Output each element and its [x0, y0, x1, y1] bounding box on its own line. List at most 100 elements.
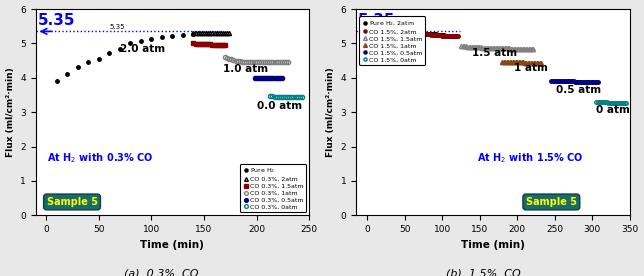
CO 0.3%, 0atm	[294, 96, 301, 99]
CO 1.5%, 2atm	[406, 32, 414, 35]
CO 1.5%, 1.5atm	[490, 46, 498, 50]
CO 1.5%, 2atm	[433, 33, 441, 37]
CO 0.3%, 1atm	[234, 59, 242, 63]
CO 0.3%, 1atm	[263, 61, 271, 64]
CO 1.5%, 1atm	[527, 61, 535, 64]
CO 0.3%, 1.5atm	[211, 43, 218, 46]
CO 0.3%, 0atm	[281, 96, 289, 99]
Pure H$_2$	[147, 37, 155, 40]
CO 1.5%, 1.5atm	[472, 46, 480, 49]
CO 0.3%, 2atm	[217, 31, 225, 35]
Pure H$_2$	[158, 36, 166, 39]
CO 1.5%, 1atm	[512, 61, 520, 64]
CO 0.3%, 1.5atm	[200, 43, 208, 46]
Line: CO 1.5%, 0atm: CO 1.5%, 0atm	[594, 100, 628, 104]
X-axis label: Time (min): Time (min)	[140, 240, 204, 250]
CO 0.3%, 1.5atm	[189, 42, 197, 45]
CO 0.3%, 1atm	[282, 61, 290, 64]
CO 1.5%, 1atm	[503, 60, 511, 64]
CO 1.5%, 1.5atm	[495, 47, 502, 50]
CO 1.5%, 1.5atm	[484, 46, 492, 49]
Pure H$_2$	[116, 47, 124, 50]
CO 0.3%, 1atm	[280, 61, 288, 64]
Text: 5.35: 5.35	[357, 12, 395, 28]
CO 0.3%, 2atm	[209, 31, 216, 35]
CO 1.5%, 0atm	[609, 101, 616, 104]
CO 0.3%, 1atm	[225, 57, 233, 60]
CO 1.5%, 0.5atm	[561, 79, 569, 83]
CO 0.3%, 1atm	[230, 58, 238, 62]
CO 1.5%, 0.5atm	[562, 79, 570, 83]
CO 0.3%, 1.5atm	[215, 43, 223, 46]
CO 1.5%, 0atm	[618, 101, 625, 104]
CO 1.5%, 1.5atm	[483, 46, 491, 49]
CO 1.5%, 0.5atm	[553, 79, 561, 83]
CO 1.5%, 2atm	[420, 33, 428, 36]
CO 1.5%, 2atm	[444, 34, 451, 38]
CO 1.5%, 2atm	[453, 34, 460, 38]
CO 1.5%, 1.5atm	[502, 47, 510, 50]
CO 0.3%, 0.5atm	[257, 76, 265, 79]
CO 0.3%, 1atm	[223, 56, 231, 60]
CO 0.3%, 0atm	[285, 96, 293, 99]
CO 0.3%, 0.5atm	[265, 76, 273, 79]
CO 1.5%, 0.5atm	[559, 79, 567, 83]
Text: 1.0 atm: 1.0 atm	[223, 63, 268, 74]
CO 1.5%, 1atm	[511, 61, 518, 64]
CO 0.3%, 2atm	[194, 32, 202, 35]
CO 1.5%, 1.5atm	[466, 45, 474, 48]
CO 0.3%, 1.5atm	[202, 43, 210, 46]
CO 1.5%, 1.5atm	[465, 45, 473, 48]
CO 0.3%, 1atm	[242, 60, 250, 64]
CO 0.3%, 2atm	[202, 32, 210, 35]
CO 0.3%, 0atm	[283, 96, 291, 99]
Line: CO 0.3%, 2atm: CO 0.3%, 2atm	[191, 31, 231, 36]
CO 1.5%, 1.5atm	[492, 46, 500, 50]
CO 0.3%, 1atm	[227, 58, 235, 61]
CO 0.3%, 2atm	[196, 32, 204, 35]
CO 1.5%, 1.5atm	[519, 47, 527, 50]
CO 0.3%, 0.5atm	[270, 76, 278, 79]
CO 1.5%, 0.5atm	[565, 79, 573, 83]
Line: CO 0.3%, 1.5atm: CO 0.3%, 1.5atm	[191, 41, 227, 47]
CO 1.5%, 1.5atm	[499, 47, 507, 50]
CO 0.3%, 0atm	[292, 96, 299, 99]
CO 1.5%, 2atm	[424, 33, 432, 36]
CO 0.3%, 2atm	[221, 31, 229, 35]
CO 1.5%, 1.5atm	[457, 44, 465, 47]
CO 0.3%, 1atm	[252, 61, 260, 64]
CO 1.5%, 1atm	[530, 61, 538, 64]
CO 1.5%, 2atm	[440, 34, 448, 37]
CO 1.5%, 0.5atm	[588, 80, 596, 83]
CO 1.5%, 1atm	[524, 61, 532, 64]
CO 1.5%, 1atm	[513, 61, 521, 64]
Text: 5.35: 5.35	[393, 24, 409, 30]
CO 1.5%, 1.5atm	[468, 45, 475, 49]
Text: 1 atm: 1 atm	[514, 63, 547, 73]
CO 0.3%, 0atm	[287, 96, 295, 99]
CO 1.5%, 1atm	[536, 61, 544, 64]
CO 1.5%, 2atm	[436, 33, 444, 37]
CO 1.5%, 0atm	[604, 101, 612, 104]
CO 0.3%, 1.5atm	[198, 43, 205, 46]
Y-axis label: Flux (ml/cm²·min): Flux (ml/cm²·min)	[326, 67, 335, 157]
CO 1.5%, 1atm	[500, 60, 507, 63]
CO 1.5%, 1.5atm	[515, 47, 522, 50]
CO 1.5%, 2atm	[411, 32, 419, 35]
CO 0.3%, 1atm	[276, 61, 283, 64]
CO 1.5%, 0atm	[615, 101, 623, 104]
CO 1.5%, 0.5atm	[586, 80, 594, 83]
CO 1.5%, 2atm	[417, 33, 424, 36]
CO 1.5%, 0.5atm	[589, 80, 597, 83]
CO 0.3%, 1atm	[236, 60, 243, 63]
CO 1.5%, 2atm	[408, 32, 415, 35]
CO 1.5%, 0.5atm	[594, 80, 601, 83]
Text: 5.35: 5.35	[109, 24, 125, 30]
CO 1.5%, 0atm	[603, 100, 611, 104]
CO 1.5%, 1.5atm	[522, 47, 529, 50]
Pure H$_2$	[53, 79, 61, 83]
CO 0.3%, 1atm	[247, 60, 254, 64]
CO 1.5%, 1.5atm	[497, 47, 504, 50]
CO 1.5%, 2atm	[451, 34, 459, 38]
CO 1.5%, 0atm	[620, 101, 627, 104]
